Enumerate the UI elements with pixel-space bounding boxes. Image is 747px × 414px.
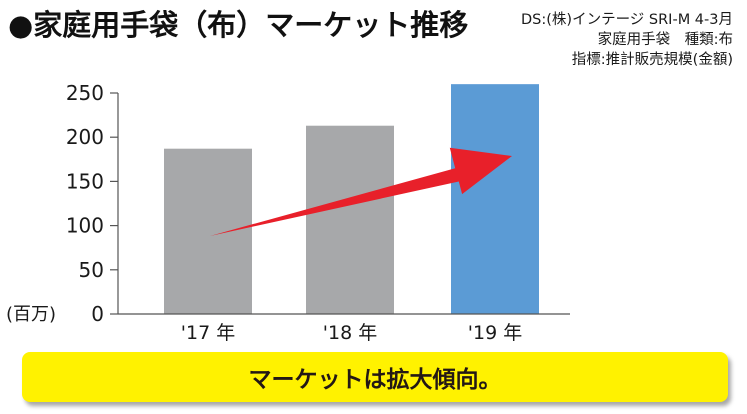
x-axis-labels: '17 年 '18 年 '19 年 [181,322,522,344]
y-axis-unit-label: (百万) [6,304,56,325]
bars [164,84,539,314]
y-tick-label: 150 [66,169,104,193]
y-tick-label: 0 [91,302,104,326]
bar-3 [451,84,539,314]
x-tick-label: '17 年 [181,322,235,344]
source-line-1: DS:(株)インテージ SRI-M 4-3月 [521,12,733,28]
y-tick-label: 250 [66,81,104,105]
summary-banner: マーケットは拡大傾向。 [22,352,728,402]
trend-arrow [210,147,512,236]
x-tick-label: '19 年 [468,322,522,344]
data-source-note: DS:(株)インテージ SRI-M 4-3月 家庭用手袋 種類:布 指標:推計販… [521,10,733,70]
source-line-2: 家庭用手袋 種類:布 [597,32,733,48]
summary-text: マーケットは拡大傾向。 [248,367,502,393]
bar-chart: 0 50 100 150 200 250 '17 年 '18 年 '19 年 (百万) [6,81,570,344]
bar-1 [164,148,252,314]
y-tick-label: 200 [66,125,104,149]
source-line-3: 指標:推計販売規模(金額) [571,52,733,68]
x-tick-label: '18 年 [323,322,377,344]
bar-2 [306,125,394,314]
y-axis-ticks: 0 50 100 150 200 250 [66,81,118,326]
chart-title: ●家庭用手袋（布）マーケット推移 [8,8,469,42]
y-tick-label: 50 [79,258,104,282]
y-tick-label: 100 [66,214,104,238]
